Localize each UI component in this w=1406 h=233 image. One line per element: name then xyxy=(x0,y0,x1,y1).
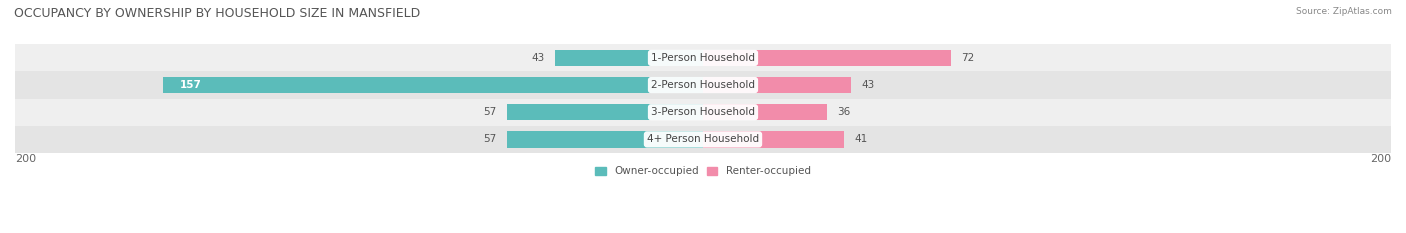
Bar xyxy=(703,104,827,120)
Bar xyxy=(703,131,844,147)
Text: 2-Person Household: 2-Person Household xyxy=(651,80,755,90)
Text: 200: 200 xyxy=(1369,154,1391,164)
Bar xyxy=(555,50,703,66)
Text: 3-Person Household: 3-Person Household xyxy=(651,107,755,117)
Text: 1-Person Household: 1-Person Household xyxy=(651,53,755,63)
Bar xyxy=(163,77,703,93)
Text: 57: 57 xyxy=(484,134,496,144)
Text: 157: 157 xyxy=(180,80,202,90)
Text: 43: 43 xyxy=(862,80,875,90)
Bar xyxy=(508,104,703,120)
Text: 43: 43 xyxy=(531,53,544,63)
Bar xyxy=(15,99,1391,126)
Text: 4+ Person Household: 4+ Person Household xyxy=(647,134,759,144)
Bar xyxy=(15,72,1391,99)
Bar xyxy=(15,126,1391,153)
Text: 200: 200 xyxy=(15,154,37,164)
Text: Source: ZipAtlas.com: Source: ZipAtlas.com xyxy=(1296,7,1392,16)
Text: 72: 72 xyxy=(960,53,974,63)
Bar xyxy=(508,131,703,147)
Bar xyxy=(703,77,851,93)
Text: 41: 41 xyxy=(855,134,868,144)
Text: 57: 57 xyxy=(484,107,496,117)
Text: 36: 36 xyxy=(837,107,851,117)
Legend: Owner-occupied, Renter-occupied: Owner-occupied, Renter-occupied xyxy=(591,162,815,180)
Text: OCCUPANCY BY OWNERSHIP BY HOUSEHOLD SIZE IN MANSFIELD: OCCUPANCY BY OWNERSHIP BY HOUSEHOLD SIZE… xyxy=(14,7,420,20)
Bar xyxy=(15,44,1391,72)
Bar xyxy=(703,50,950,66)
